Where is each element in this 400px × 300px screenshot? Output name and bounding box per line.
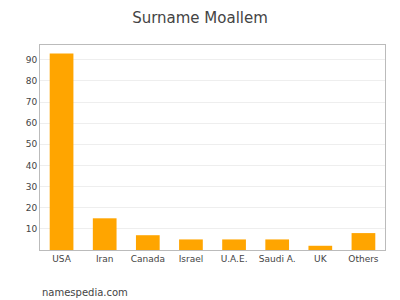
svg-text:Israel: Israel	[179, 254, 204, 264]
svg-text:30: 30	[26, 182, 38, 192]
svg-text:Others: Others	[348, 254, 379, 264]
svg-text:80: 80	[26, 76, 38, 86]
svg-text:60: 60	[26, 118, 38, 128]
svg-text:70: 70	[26, 97, 38, 107]
svg-text:20: 20	[26, 203, 38, 213]
svg-text:UK: UK	[314, 254, 328, 264]
svg-text:namespedia.com: namespedia.com	[42, 287, 128, 298]
svg-text:50: 50	[26, 139, 38, 149]
svg-text:U.A.E.: U.A.E.	[221, 254, 248, 264]
svg-text:40: 40	[26, 161, 38, 171]
svg-text:90: 90	[26, 55, 38, 65]
svg-text:Iran: Iran	[96, 254, 114, 264]
svg-text:10: 10	[26, 224, 38, 234]
svg-text:USA: USA	[52, 254, 71, 264]
svg-text:Canada: Canada	[131, 254, 165, 264]
svg-text:Saudi A.: Saudi A.	[259, 254, 296, 264]
svg-text:Surname Moallem: Surname Moallem	[132, 9, 268, 27]
